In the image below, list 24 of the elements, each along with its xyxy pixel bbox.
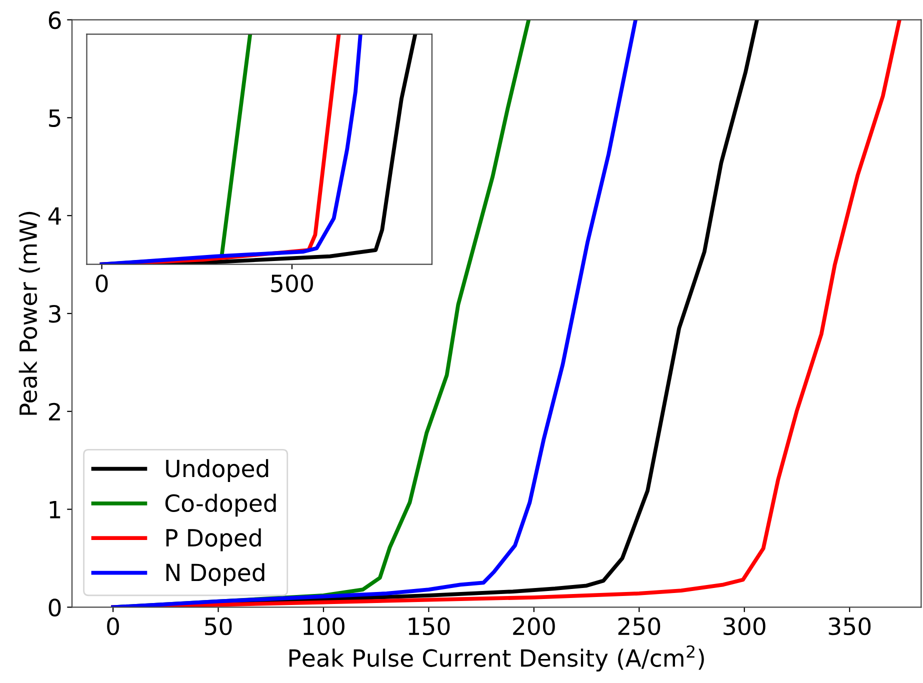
line-series: [111, 20, 638, 608]
x-tick-label: 100: [304, 617, 344, 636]
y-tick-label: 4: [48, 207, 61, 225]
legend-label: P Doped: [166, 528, 261, 552]
y-tick-label: 5: [49, 109, 60, 128]
y-tick-label: 0: [48, 598, 61, 616]
x-tick-label: 250: [618, 617, 660, 636]
x-axis-title: Peak Pulse Current Density (A/cm$^{2}$): [289, 645, 704, 672]
x-tick-label: 0: [107, 617, 119, 636]
line-series: [111, 20, 902, 608]
y-axis-title: Peak Power (mW): [18, 212, 40, 415]
x-tick-label: 500: [271, 274, 313, 292]
legend-label: N Doped: [166, 563, 264, 586]
x-tick-label: 300: [724, 617, 766, 636]
x-tick-label: 200: [513, 617, 555, 636]
y-tick-label: 3: [49, 304, 60, 323]
x-tick-label: 150: [408, 617, 450, 636]
y-tick-label: 6: [48, 11, 61, 30]
legend-label: Undoped: [166, 459, 268, 482]
y-tick-label: 2: [48, 402, 60, 420]
y-tick-label: 1: [50, 501, 60, 518]
x-tick-label: 350: [828, 617, 871, 636]
legend-label: Co-doped: [165, 494, 276, 517]
x-tick-label: 50: [205, 617, 232, 636]
